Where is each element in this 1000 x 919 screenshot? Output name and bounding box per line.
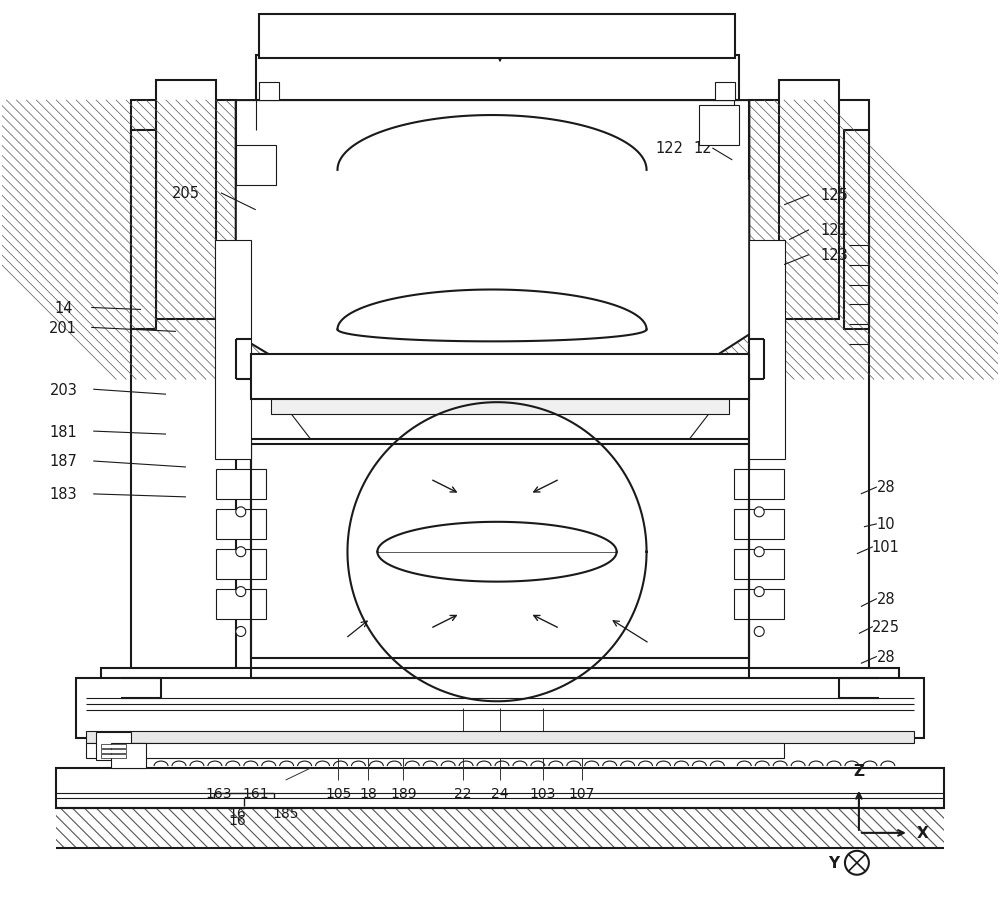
Bar	[699, 106, 739, 146]
Bar	[844, 130, 869, 330]
Text: 14: 14	[54, 301, 73, 315]
Bar	[216, 550, 266, 579]
Text: 16: 16	[229, 806, 247, 820]
Bar	[216, 470, 266, 499]
Text: 28: 28	[877, 592, 895, 607]
Bar	[259, 83, 279, 101]
Bar	[779, 81, 839, 320]
Bar	[715, 83, 735, 101]
Bar	[56, 768, 944, 808]
Bar	[216, 589, 266, 618]
Text: 105: 105	[325, 786, 352, 800]
Circle shape	[754, 587, 764, 597]
Text: 185: 185	[272, 806, 299, 820]
Polygon shape	[131, 101, 236, 678]
Bar	[86, 732, 914, 743]
Circle shape	[236, 507, 246, 517]
Bar	[86, 743, 784, 758]
Text: 201: 201	[49, 321, 77, 335]
Text: 103: 103	[530, 786, 556, 800]
Text: X: X	[917, 825, 928, 841]
Text: 123: 123	[820, 248, 848, 263]
Bar	[734, 470, 784, 499]
Polygon shape	[749, 101, 869, 678]
Polygon shape	[111, 743, 146, 768]
Bar	[101, 754, 126, 758]
Circle shape	[845, 851, 869, 875]
Text: 183: 183	[50, 487, 77, 502]
Bar	[251, 355, 749, 400]
Bar	[259, 16, 735, 59]
Bar	[273, 96, 301, 116]
Polygon shape	[236, 101, 749, 380]
Bar	[131, 130, 156, 330]
Text: 122: 122	[655, 142, 683, 156]
Text: 18: 18	[360, 786, 377, 800]
Text: 28: 28	[877, 649, 895, 664]
Text: 20: 20	[490, 16, 510, 62]
Text: 125: 125	[820, 188, 848, 203]
Circle shape	[754, 627, 764, 637]
Text: 189: 189	[390, 786, 417, 800]
Bar	[734, 589, 784, 618]
Text: Y: Y	[828, 856, 839, 870]
Text: 203: 203	[49, 382, 77, 397]
Text: 10: 10	[877, 516, 895, 532]
Text: 163: 163	[206, 786, 232, 800]
Bar	[236, 146, 276, 186]
Bar	[734, 550, 784, 579]
Bar	[96, 732, 131, 760]
Circle shape	[754, 547, 764, 557]
Bar	[216, 509, 266, 539]
Bar	[101, 749, 126, 754]
Bar	[749, 241, 785, 460]
Bar	[101, 669, 899, 698]
Text: 22: 22	[454, 786, 472, 800]
Text: 205: 205	[172, 187, 200, 201]
Bar	[271, 400, 729, 414]
Text: 161: 161	[242, 786, 269, 800]
Text: 187: 187	[49, 454, 77, 469]
Text: 107: 107	[569, 786, 595, 800]
Bar	[156, 81, 216, 320]
Bar	[215, 241, 251, 460]
Circle shape	[754, 507, 764, 517]
Text: 24: 24	[491, 786, 509, 800]
Circle shape	[236, 627, 246, 637]
Text: Z: Z	[853, 763, 864, 778]
Text: 101: 101	[872, 539, 900, 555]
Text: 16: 16	[229, 813, 247, 827]
Text: 121: 121	[820, 223, 848, 238]
Text: 12: 12	[693, 142, 712, 156]
Circle shape	[236, 587, 246, 597]
Polygon shape	[256, 56, 739, 101]
Bar	[101, 744, 126, 748]
Bar	[734, 509, 784, 539]
Text: 28: 28	[877, 480, 895, 494]
Text: 225: 225	[872, 619, 900, 634]
Circle shape	[236, 547, 246, 557]
Polygon shape	[251, 445, 749, 659]
Bar	[696, 96, 724, 116]
Bar	[76, 678, 924, 738]
Text: 181: 181	[49, 425, 77, 439]
